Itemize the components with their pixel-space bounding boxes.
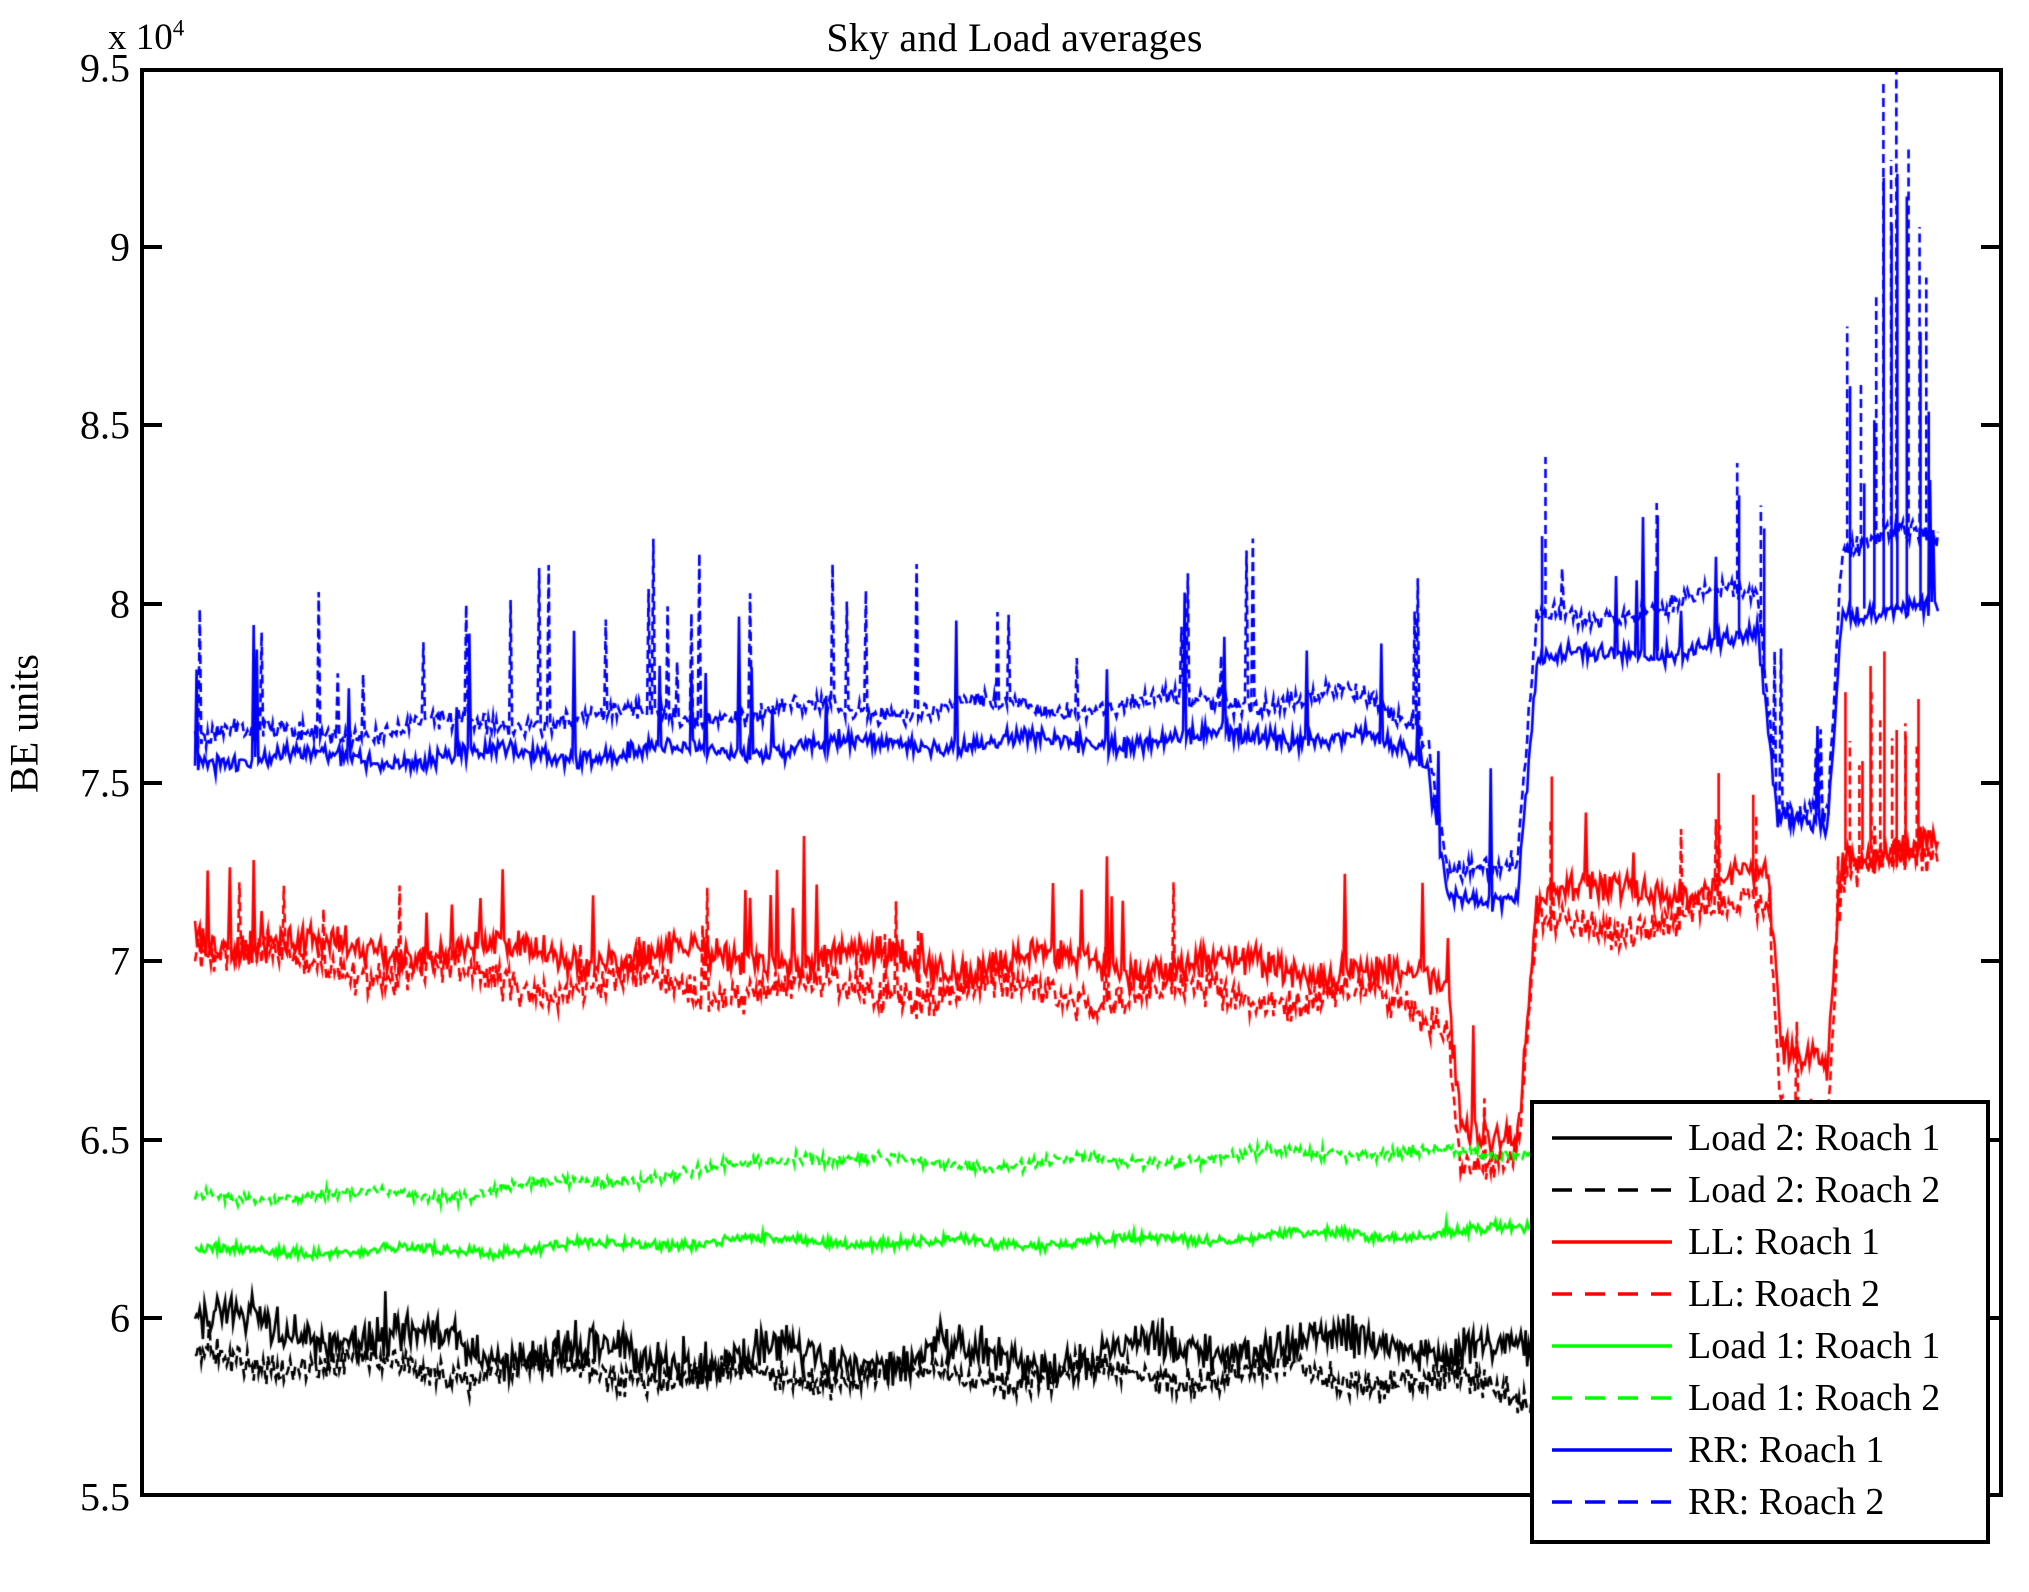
legend-label: RR: Roach 1 (1688, 1429, 1885, 1471)
legend-label: Load 2: Roach 2 (1688, 1169, 1941, 1211)
y-tick-mark-right (1981, 1316, 2003, 1321)
legend-item[interactable]: Load 1: Roach 1 (1534, 1320, 1986, 1372)
y-axis-exponent-label: x 104 (108, 16, 184, 59)
legend-line-swatch (1550, 1437, 1674, 1463)
legend-label: Load 1: Roach 1 (1688, 1325, 1941, 1367)
legend-item[interactable]: RR: Roach 2 (1534, 1476, 1986, 1528)
y-tick-label: 6.5 (80, 1117, 130, 1163)
legend-line-swatch (1550, 1281, 1674, 1307)
y-tick-mark-left (140, 1137, 162, 1142)
y-axis-title: BE units (1, 654, 47, 793)
legend-label: LL: Roach 1 (1688, 1221, 1881, 1263)
legend-label: Load 1: Roach 2 (1688, 1377, 1941, 1419)
y-tick-label: 5.5 (80, 1474, 130, 1520)
legend-line-swatch (1550, 1125, 1674, 1151)
y-tick-mark-right (1981, 1137, 2003, 1142)
legend-line-swatch (1550, 1177, 1674, 1203)
y-tick-label: 7.5 (80, 760, 130, 805)
legend-item[interactable]: LL: Roach 2 (1534, 1268, 1986, 1320)
legend-item[interactable]: Load 2: Roach 1 (1534, 1112, 1986, 1164)
y-tick-mark-left (140, 244, 162, 249)
y-tick-label: 9.5 (80, 45, 130, 91)
legend-line-swatch (1550, 1333, 1674, 1359)
y-tick-mark-left (140, 423, 162, 428)
y-tick-label: 9 (110, 224, 130, 270)
y-tick-mark-left (140, 1316, 162, 1321)
legend-item[interactable]: RR: Roach 1 (1534, 1424, 1986, 1476)
y-tick-mark-right (1981, 423, 2003, 428)
legend-item[interactable]: Load 1: Roach 2 (1534, 1372, 1986, 1424)
legend-label: RR: Roach 2 (1688, 1481, 1885, 1523)
y-tick-mark-right (1981, 780, 2003, 785)
legend-line-swatch (1550, 1229, 1674, 1255)
legend-item[interactable]: Load 2: Roach 2 (1534, 1164, 1986, 1216)
y-tick-label: 6 (110, 1295, 130, 1341)
y-tick-mark-right (1981, 959, 2003, 964)
y-exponent-prefix: x 10 (108, 17, 173, 58)
y-tick-mark-right (1981, 244, 2003, 249)
chart-legend[interactable]: Load 2: Roach 1 Load 2: Roach 2 LL: Roach … (1530, 1100, 1990, 1544)
legend-item[interactable]: LL: Roach 1 (1534, 1216, 1986, 1268)
y-tick-mark-left (140, 959, 162, 964)
legend-line-swatch (1550, 1489, 1674, 1515)
legend-line-swatch (1550, 1385, 1674, 1411)
y-exponent-power: 4 (172, 15, 185, 41)
y-tick-mark-left (140, 780, 162, 785)
legend-label: Load 2: Roach 1 (1688, 1117, 1941, 1159)
legend-label: LL: Roach 2 (1688, 1273, 1881, 1315)
chart-title: Sky and Load averages (826, 15, 1203, 60)
y-tick-mark-right (1981, 601, 2003, 606)
y-tick-label: 8.5 (80, 402, 130, 448)
y-tick-label: 8 (110, 581, 130, 627)
y-axis-tick-labels: 9.5 9 8.5 8 7.5 7 6.5 6 5.5 (0, 0, 130, 1592)
y-tick-mark-left (140, 601, 162, 606)
y-tick-label: 7 (110, 938, 130, 984)
